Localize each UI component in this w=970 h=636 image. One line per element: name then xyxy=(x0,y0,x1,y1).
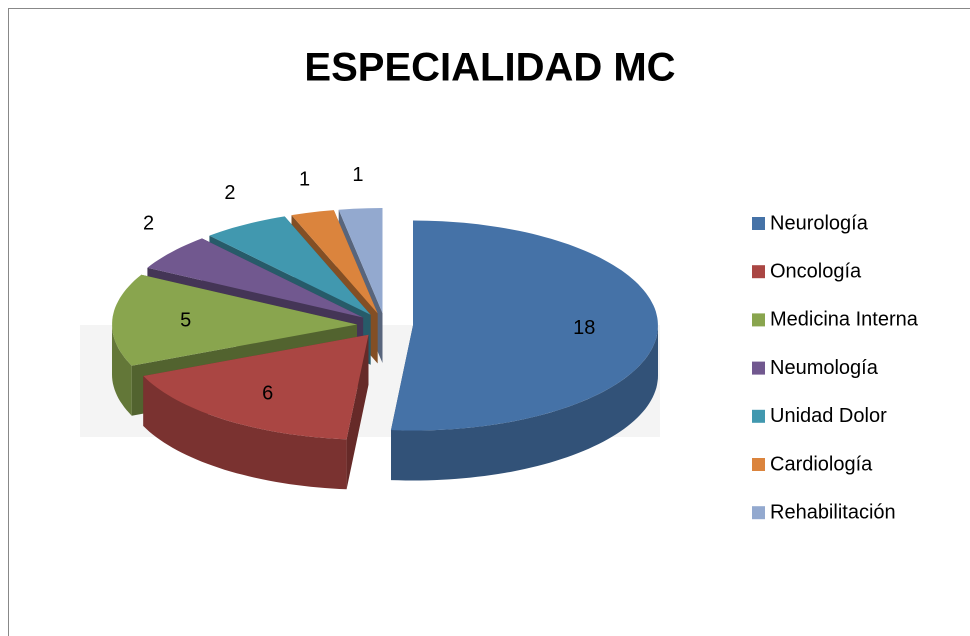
chart-title: ESPECIALIDAD MC xyxy=(304,46,675,90)
legend-label: Cardiología xyxy=(770,453,873,475)
data-label: 2 xyxy=(143,212,154,234)
legend-swatch xyxy=(752,458,765,471)
legend-label: Oncología xyxy=(770,260,862,282)
data-label: 18 xyxy=(573,317,595,339)
legend-swatch xyxy=(752,217,765,230)
data-label: 5 xyxy=(180,309,191,331)
slice xyxy=(338,208,383,313)
legend-label: Neumología xyxy=(770,357,879,379)
legend-swatch xyxy=(752,409,765,423)
data-label: 1 xyxy=(299,168,310,190)
slice xyxy=(291,210,378,314)
legend-label: Neurología xyxy=(770,212,869,234)
data-label: 2 xyxy=(224,182,235,204)
slice xyxy=(391,220,658,431)
slice xyxy=(143,334,369,440)
slice xyxy=(112,274,357,366)
slice xyxy=(147,238,364,318)
legend-label: Medicina Interna xyxy=(770,309,919,331)
data-label: 6 xyxy=(262,382,273,404)
legend-label: Rehabilitación xyxy=(770,501,896,523)
slice xyxy=(209,216,371,315)
legend-swatch xyxy=(752,265,765,279)
legend-swatch xyxy=(752,313,765,327)
slice-side xyxy=(143,376,347,490)
slice-side xyxy=(391,325,658,481)
slice-side xyxy=(112,324,132,416)
legend-swatch xyxy=(752,361,765,375)
legend-label: Unidad Dolor xyxy=(770,405,887,427)
data-label: 1 xyxy=(352,164,363,186)
legend-swatch xyxy=(752,506,765,520)
